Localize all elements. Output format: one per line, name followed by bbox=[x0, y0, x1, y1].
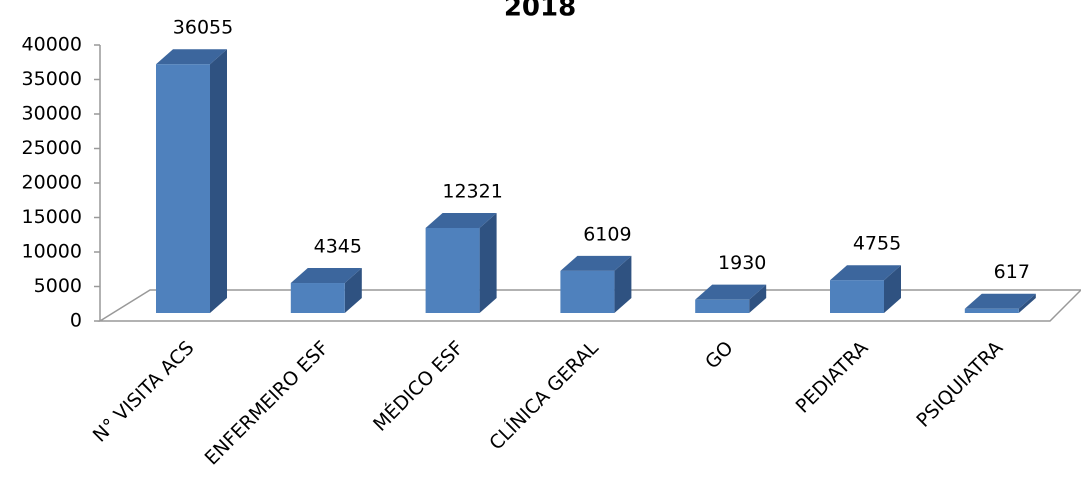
bar bbox=[290, 283, 345, 313]
x-tick-label: N° VISITA ACS bbox=[89, 337, 199, 447]
y-tick-label: 10000 bbox=[22, 241, 82, 263]
value-label: 1930 bbox=[718, 252, 766, 274]
bar-side bbox=[479, 212, 497, 313]
bar bbox=[425, 227, 480, 313]
bar-top bbox=[290, 268, 362, 284]
bar-top bbox=[964, 293, 1036, 309]
bar-top bbox=[560, 255, 632, 271]
bar bbox=[695, 299, 750, 313]
value-label: 36055 bbox=[173, 17, 233, 39]
value-label: 4755 bbox=[853, 233, 901, 255]
value-label: 6109 bbox=[583, 223, 631, 245]
value-label: 617 bbox=[994, 261, 1030, 283]
bar bbox=[560, 270, 615, 313]
floor bbox=[97, 289, 1081, 322]
bar-top bbox=[830, 265, 901, 281]
y-tick-label: 15000 bbox=[22, 206, 82, 228]
bar bbox=[156, 64, 210, 314]
bar-side bbox=[344, 268, 362, 313]
chart-title: 2018 bbox=[504, 0, 576, 23]
bar-side bbox=[614, 255, 632, 313]
x-tick-label: GO bbox=[701, 337, 738, 374]
bar-side bbox=[884, 265, 901, 313]
bar-side bbox=[210, 49, 227, 314]
y-tick-label: 35000 bbox=[22, 68, 82, 90]
bar bbox=[964, 308, 1019, 313]
x-tick-label: ENFERMEIRO ESF bbox=[201, 337, 334, 470]
y-tick-label: 40000 bbox=[22, 34, 82, 56]
x-tick-label: PEDIATRA bbox=[792, 337, 873, 418]
x-tick-label: PSIQUIATRA bbox=[912, 337, 1007, 432]
bar-top bbox=[425, 212, 497, 228]
x-tick-label: CLÍNICA GERAL bbox=[485, 336, 604, 455]
bar bbox=[830, 280, 884, 313]
value-label: 4345 bbox=[314, 236, 362, 258]
bar-top bbox=[156, 49, 227, 65]
bar-top bbox=[695, 284, 767, 300]
bar-side bbox=[749, 284, 767, 313]
y-tick-label: 0 bbox=[70, 310, 82, 332]
x-tick-label: MÉDICO ESF bbox=[368, 336, 468, 436]
bar-side bbox=[1018, 293, 1036, 313]
value-label: 12321 bbox=[442, 180, 502, 202]
y-tick-label: 20000 bbox=[22, 172, 82, 194]
y-tick-label: 30000 bbox=[22, 103, 82, 125]
y-tick-label: 25000 bbox=[22, 137, 82, 159]
y-tick-label: 5000 bbox=[34, 275, 82, 297]
